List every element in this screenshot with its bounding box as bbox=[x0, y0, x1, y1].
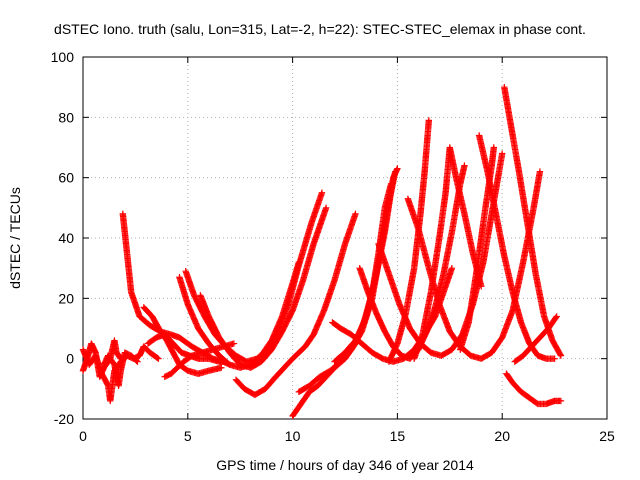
x-tick-label: 15 bbox=[390, 428, 406, 444]
data-point bbox=[552, 314, 560, 321]
x-tick-label: 5 bbox=[184, 428, 192, 444]
data-point bbox=[448, 264, 456, 272]
data-point bbox=[551, 355, 558, 362]
data-point bbox=[352, 210, 359, 218]
y-tick-label: 80 bbox=[58, 109, 74, 125]
data-point bbox=[318, 189, 326, 196]
x-tick-label: 20 bbox=[494, 428, 510, 444]
y-axis-label: dSTEC / TECUs bbox=[7, 187, 23, 289]
data-point bbox=[499, 150, 506, 157]
x-tick-label: 25 bbox=[599, 428, 615, 444]
data-point bbox=[425, 117, 433, 124]
data-point bbox=[557, 351, 564, 358]
y-tick-label: 20 bbox=[58, 290, 74, 306]
y-axis: -20 0 20 40 60 80 100 bbox=[51, 49, 607, 427]
data-point bbox=[461, 162, 468, 169]
y-tick-label: -20 bbox=[54, 411, 74, 427]
data-point bbox=[154, 354, 161, 362]
data-point bbox=[230, 340, 238, 347]
data-point bbox=[133, 357, 140, 365]
x-tick-label: 0 bbox=[79, 428, 87, 444]
data-point bbox=[478, 283, 485, 290]
y-tick-label: 40 bbox=[58, 230, 74, 246]
data-point bbox=[557, 397, 565, 405]
chart-title: dSTEC Iono. truth (salu, Lon=315, Lat=-2… bbox=[54, 21, 586, 37]
data-point bbox=[557, 352, 565, 359]
data-point bbox=[218, 364, 225, 371]
data-point bbox=[134, 358, 141, 365]
data-point bbox=[553, 313, 560, 320]
x-axis-label: GPS time / hours of day 346 of year 2014 bbox=[216, 457, 474, 473]
data-point bbox=[392, 168, 399, 175]
data-point bbox=[536, 168, 544, 175]
data-point bbox=[322, 204, 330, 212]
data-point bbox=[155, 355, 162, 362]
data-points bbox=[79, 83, 565, 420]
y-tick-label: 100 bbox=[51, 49, 75, 65]
y-tick-label: 60 bbox=[58, 170, 74, 186]
data-point bbox=[490, 144, 498, 151]
x-axis: 0 5 10 15 20 25 bbox=[79, 57, 615, 444]
data-point bbox=[387, 180, 395, 187]
x-tick-label: 10 bbox=[285, 428, 301, 444]
y-tick-label: 0 bbox=[66, 351, 74, 367]
